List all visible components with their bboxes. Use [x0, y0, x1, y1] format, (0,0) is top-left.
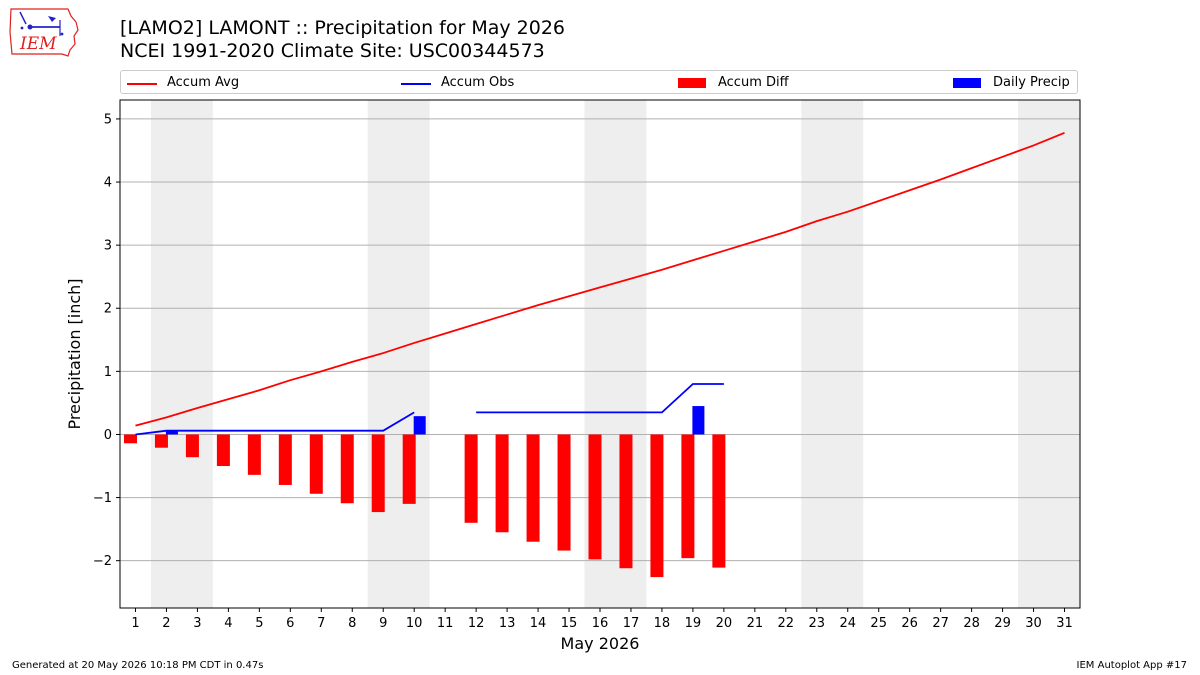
x-tick-label: 23	[809, 616, 826, 631]
x-tick-label: 14	[530, 616, 547, 631]
x-tick-label: 4	[224, 616, 232, 631]
y-tick-label: 3	[104, 239, 112, 254]
accum-diff-bar	[588, 434, 602, 560]
y-tick-label: 5	[104, 112, 112, 127]
accum-diff-bar	[216, 434, 230, 467]
accum-diff-bar	[123, 434, 137, 444]
x-tick-label: 25	[870, 616, 887, 631]
accum-diff-bar	[309, 434, 323, 494]
legend-label-accum-avg: Accum Avg	[167, 75, 240, 90]
x-tick-label: 6	[286, 616, 294, 631]
legend-swatch-daily-precip	[953, 78, 981, 88]
x-tick-label: 1	[131, 616, 139, 631]
footer-app: IEM Autoplot App #17	[1076, 660, 1187, 671]
accum-diff-bar	[619, 434, 633, 569]
accum-avg-line	[135, 131, 1065, 427]
x-tick-label: 27	[932, 616, 949, 631]
x-tick-label: 11	[437, 616, 454, 631]
accum-diff-bar	[557, 434, 571, 551]
accum-diff-bar	[681, 434, 695, 559]
chart-title: [LAMO2] LAMONT :: Precipitation for May …	[120, 17, 566, 39]
daily-precip-bar	[413, 416, 426, 435]
x-tick-label: 24	[839, 616, 856, 631]
accum-diff-bar	[712, 434, 726, 568]
y-tick-label: −2	[93, 554, 112, 569]
x-tick-label: 8	[348, 616, 356, 631]
x-tick-label: 12	[468, 616, 485, 631]
accum-diff-bar	[464, 434, 478, 523]
x-tick-label: 29	[994, 616, 1011, 631]
x-tick-label: 5	[255, 616, 263, 631]
x-tick-label: 30	[1025, 616, 1042, 631]
accum-diff-bar	[650, 434, 664, 578]
x-tick-label: 15	[561, 616, 578, 631]
x-tick-label: 3	[193, 616, 201, 631]
legend-label-accum-obs: Accum Obs	[441, 75, 515, 90]
y-tick-label: 4	[104, 176, 112, 191]
chart-legend: Accum Avg Accum Obs Accum Diff Daily Pre…	[120, 70, 1078, 94]
x-tick-label: 13	[499, 616, 516, 631]
footer-generated: Generated at 20 May 2026 10:18 PM CDT in…	[12, 660, 264, 671]
x-tick-label: 17	[623, 616, 640, 631]
daily-precip-bar	[165, 430, 178, 435]
legend-label-daily-precip: Daily Precip	[993, 75, 1070, 90]
accum-diff-bar	[247, 434, 261, 475]
accum-obs-line	[135, 411, 415, 436]
weekend-shade	[801, 100, 864, 608]
accum-obs-line	[476, 383, 724, 414]
x-tick-label: 16	[592, 616, 609, 631]
iem-logo: IEM	[8, 6, 80, 60]
x-tick-label: 7	[317, 616, 325, 631]
accum-diff-bar	[154, 434, 168, 448]
x-tick-label: 18	[654, 616, 671, 631]
accum-diff-bar	[340, 434, 354, 504]
x-tick-label: 10	[406, 616, 423, 631]
logo-text: IEM	[20, 34, 57, 54]
x-tick-label: 2	[162, 616, 170, 631]
chart-subtitle: NCEI 1991-2020 Climate Site: USC00344573	[120, 40, 545, 62]
weekend-shade	[1018, 100, 1080, 608]
legend-label-accum-diff: Accum Diff	[718, 75, 789, 90]
plot-frame	[119, 99, 1081, 609]
accum-diff-bar	[402, 434, 416, 504]
x-tick-label: 21	[747, 616, 764, 631]
y-tick-label: 2	[104, 302, 112, 317]
x-tick-label: 20	[716, 616, 733, 631]
x-tick-label: 19	[685, 616, 702, 631]
y-tick-label: 1	[104, 365, 112, 380]
daily-precip-bar	[692, 406, 705, 435]
y-tick-label: 0	[104, 428, 112, 443]
accum-diff-bar	[495, 434, 509, 533]
iowa-map-icon	[9, 8, 79, 57]
x-tick-label: 26	[901, 616, 918, 631]
weekend-shade	[150, 100, 213, 608]
y-axis-label: Precipitation [inch]	[65, 278, 84, 429]
accum-diff-bar	[371, 434, 385, 513]
accum-diff-bar	[185, 434, 199, 458]
x-tick-label: 28	[963, 616, 980, 631]
accum-diff-bar	[278, 434, 292, 485]
legend-swatch-accum-avg	[127, 83, 157, 85]
x-tick-label: 22	[778, 616, 795, 631]
y-tick-label: −1	[93, 491, 112, 506]
x-axis-label: May 2026	[561, 634, 640, 653]
legend-swatch-accum-diff	[678, 78, 706, 88]
accum-diff-bar	[526, 434, 540, 542]
legend-swatch-accum-obs	[401, 83, 431, 85]
x-tick-label: 9	[379, 616, 387, 631]
x-tick-label: 31	[1056, 616, 1073, 631]
